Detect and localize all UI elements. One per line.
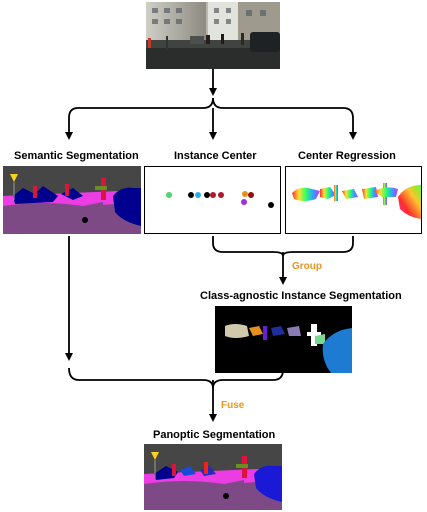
instance-center-label: Instance Center — [174, 150, 257, 162]
center-dot — [268, 202, 274, 208]
center-dot — [195, 192, 201, 198]
semantic-segmentation-image — [3, 166, 141, 234]
branch-left — [65, 97, 214, 140]
center-dot — [218, 192, 224, 198]
panoptic-segmentation-image — [144, 444, 282, 510]
panoptic-segmentation-label: Panoptic Segmentation — [153, 429, 276, 441]
instance-center-map — [144, 166, 281, 234]
center-dot — [188, 192, 194, 198]
class-agnostic-label: Class-agnostic Instance Segmentation — [200, 290, 402, 302]
center-regression-map — [285, 166, 422, 234]
group-left — [212, 236, 284, 257]
group-operation-label: Group — [292, 261, 322, 272]
center-regression-label: Center Regression — [298, 150, 396, 162]
semantic-segmentation-label: Semantic Segmentation — [14, 150, 139, 162]
center-dot — [241, 199, 247, 205]
center-dot — [210, 192, 216, 198]
fuse-operation-label: Fuse — [221, 400, 245, 411]
branch-right — [212, 97, 357, 140]
center-dot — [248, 192, 254, 198]
center-dot — [166, 192, 172, 198]
center-dot — [242, 191, 248, 197]
input-street-image — [146, 2, 280, 69]
fuse-left — [68, 367, 214, 389]
group-right — [282, 236, 354, 257]
center-dot — [204, 192, 210, 198]
class-agnostic-instance-image — [215, 306, 352, 373]
